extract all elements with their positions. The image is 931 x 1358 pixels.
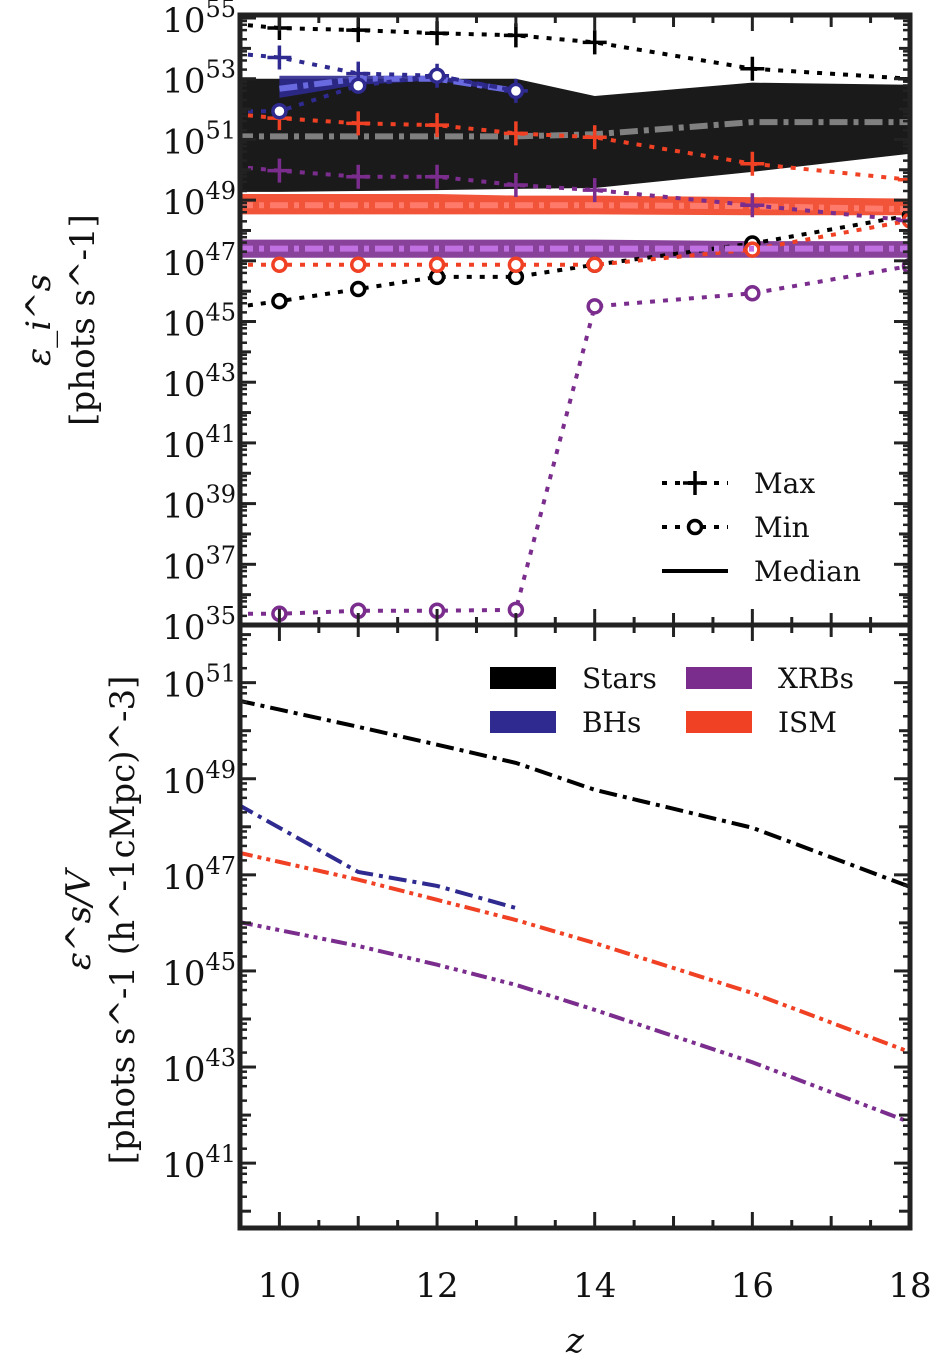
median-line-bhs — [279, 75, 517, 94]
legend-label-max: Max — [754, 467, 815, 500]
x-tick-label: 12 — [415, 1266, 458, 1306]
y-tick-label: 1037 — [162, 541, 236, 587]
max-marker-ism — [346, 111, 371, 136]
max-marker-stars — [582, 30, 607, 55]
min-marker-xrbs — [586, 298, 603, 315]
y-tick-label: 1049 — [162, 177, 236, 223]
x-tick-label: 16 — [731, 1266, 774, 1306]
x-axis-label: z — [565, 1321, 585, 1358]
max-marker-xrbs — [582, 178, 607, 203]
y-tick-label: 1051 — [162, 660, 236, 706]
bottom-y-axis-label: ε^s/V [phots s^-1 (h^-1cMpc)^-3] — [59, 676, 143, 1165]
top-y-axis-label: ε_i^s [phots s^-1] — [19, 214, 103, 426]
median-line-ism — [240, 202, 910, 213]
top-y-axis-label-line: ε_i^s — [19, 274, 59, 366]
min-marker-ism — [271, 256, 288, 274]
bottom-panel-plot — [240, 698, 910, 1125]
max-marker-xrbs — [740, 193, 765, 218]
min-marker-stars — [349, 280, 367, 298]
y-tick-label: 1043 — [162, 1044, 236, 1090]
y-tick-label: 1051 — [162, 116, 236, 162]
max-marker-xrbs — [898, 208, 910, 233]
min-marker-bhs — [349, 77, 367, 94]
series-line-xrbs — [240, 920, 910, 1125]
legend-label-stars: Stars — [582, 662, 657, 695]
legend-label-median: Median — [754, 555, 861, 588]
legend-label-ism: ISM — [778, 706, 837, 739]
min-marker-ism — [507, 256, 525, 274]
y-tick-label: 1047 — [162, 238, 236, 284]
top-y-axis-label-line: [phots s^-1] — [63, 214, 103, 426]
top-panel-plot — [240, 16, 910, 623]
bottom-y-axis-label-line: ε^s/V — [59, 866, 99, 970]
axes — [237, 12, 913, 1231]
max-line-stars — [240, 22, 910, 81]
max-marker-xrbs — [346, 164, 371, 189]
min-marker-bhs — [428, 67, 446, 84]
x-tick-label: 18 — [888, 1266, 931, 1306]
min-marker-ism — [428, 256, 446, 274]
max-marker-ism — [425, 113, 450, 138]
legend-label-xrbs: XRBs — [778, 662, 854, 695]
y-tick-label: 1039 — [162, 481, 236, 527]
min-marker-stars — [271, 292, 288, 310]
max-line-bhs — [240, 51, 517, 93]
min-line-bhs — [240, 73, 517, 114]
max-marker-bhs — [267, 45, 292, 70]
max-marker-xrbs — [425, 164, 450, 189]
y-tick-label: 1055 — [162, 0, 236, 41]
legend-label-bhs: BHs — [582, 706, 641, 739]
y-tick-label: 1045 — [162, 948, 236, 994]
legend-swatch-ism — [686, 711, 752, 733]
x-tick-label: 10 — [258, 1266, 301, 1306]
bottom-y-axis-label-line: [phots s^-1 (h^-1cMpc)^-3] — [103, 676, 143, 1165]
min-line-stars — [240, 213, 910, 309]
y-tick-label: 1041 — [162, 420, 236, 466]
y-tick-label: 1049 — [162, 756, 236, 802]
x-tick-label: 14 — [573, 1266, 616, 1306]
min-marker-bhs — [271, 102, 288, 120]
min-marker-ism — [349, 256, 367, 274]
y-tick-label: 1045 — [162, 299, 236, 345]
max-marker-stars — [503, 23, 528, 48]
y-tick-label: 1053 — [162, 56, 236, 102]
legends: Max Min Median Stars BHs XRBs ISM — [490, 467, 861, 739]
max-marker-xrbs — [267, 158, 292, 183]
y-tick-label: 1043 — [162, 359, 236, 405]
max-marker-ism — [582, 125, 607, 150]
series-line-bhs — [240, 803, 517, 910]
legend-swatch-bhs — [490, 711, 556, 733]
y-tick-label: 1047 — [162, 852, 236, 898]
max-marker-ism — [898, 167, 910, 192]
min-marker-ism — [586, 256, 603, 274]
min-marker-bhs — [507, 82, 525, 100]
legend-label-min: Min — [754, 511, 810, 544]
legend-swatch-xrbs — [686, 667, 752, 689]
max-marker-stars — [740, 56, 765, 81]
legend-circle-marker — [686, 518, 704, 536]
y-tick-label: 1035 — [162, 602, 236, 648]
median-line-stars — [240, 119, 910, 140]
max-marker-xrbs — [503, 172, 528, 197]
max-marker-ism — [503, 121, 528, 146]
legend-swatch-stars — [490, 667, 556, 689]
legend-plus-marker — [683, 471, 707, 495]
max-marker-ism — [740, 151, 765, 176]
series-line-stars — [240, 698, 910, 889]
min-marker-xrbs — [744, 285, 761, 302]
y-tick-label: 1041 — [162, 1140, 236, 1186]
series-line-ism — [240, 850, 910, 1055]
